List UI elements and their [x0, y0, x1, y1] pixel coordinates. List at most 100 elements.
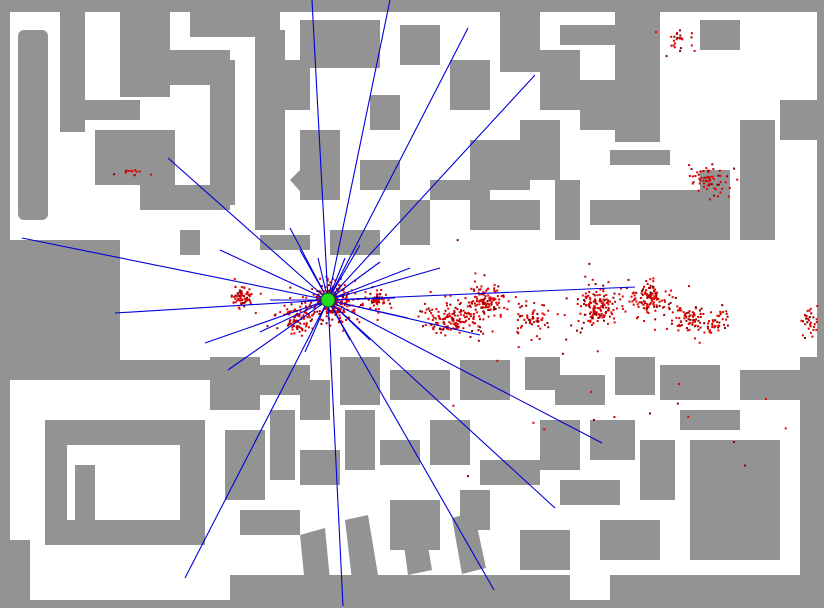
particle: [812, 316, 815, 319]
laser-ray: [204, 299, 329, 344]
particle: [640, 301, 643, 304]
particle: [702, 170, 705, 172]
particle: [300, 334, 303, 337]
particle: [456, 319, 458, 322]
particle: [598, 293, 601, 296]
particle: [471, 302, 474, 305]
particle: [591, 314, 594, 317]
particle: [485, 306, 488, 309]
particle: [497, 285, 500, 288]
particle: [634, 298, 636, 300]
particle: [561, 352, 564, 355]
particle: [688, 310, 691, 313]
particle: [240, 303, 243, 306]
particle: [339, 303, 342, 306]
particle: [627, 278, 630, 281]
particle: [474, 295, 476, 298]
particle: [492, 308, 495, 311]
particle: [699, 316, 702, 319]
particle: [687, 415, 690, 418]
particle: [809, 325, 812, 328]
particle: [485, 304, 488, 307]
particle: [424, 324, 427, 326]
particle: [310, 301, 313, 304]
particle: [698, 182, 701, 185]
particle: [300, 316, 303, 319]
particle: [131, 170, 134, 173]
particle: [479, 300, 481, 302]
particle: [298, 330, 301, 333]
particle: [244, 298, 247, 301]
particle: [516, 319, 519, 321]
particle: [714, 325, 716, 328]
particle: [684, 314, 687, 317]
particle: [725, 310, 728, 313]
particle: [243, 295, 245, 298]
particle: [706, 325, 709, 328]
particle: [374, 308, 377, 311]
particle: [338, 287, 341, 290]
particle: [725, 312, 728, 315]
particle: [341, 320, 344, 323]
particle: [439, 327, 441, 330]
particle: [702, 313, 705, 315]
particle: [345, 302, 347, 305]
particle: [607, 281, 610, 284]
particle: [476, 300, 478, 303]
particle: [468, 317, 470, 320]
particle: [618, 293, 621, 296]
particle: [691, 182, 694, 185]
particle: [506, 308, 509, 311]
particle: [649, 303, 652, 305]
particle: [658, 304, 661, 307]
particle: [635, 300, 638, 303]
particle: [464, 316, 467, 319]
particle: [483, 301, 486, 304]
particle: [377, 300, 380, 303]
particle: [493, 314, 496, 317]
particle: [296, 327, 299, 330]
particle: [448, 321, 451, 324]
particle: [697, 189, 700, 192]
particle: [467, 301, 470, 304]
particle: [376, 318, 379, 321]
particle: [445, 302, 448, 305]
particle: [714, 319, 717, 322]
particle: [468, 324, 471, 327]
particle: [459, 313, 462, 316]
particle: [367, 298, 370, 301]
particle: [305, 323, 308, 326]
particle: [686, 327, 688, 330]
particle: [556, 313, 559, 316]
particle: [594, 298, 597, 301]
particle: [602, 306, 605, 309]
particle: [289, 310, 292, 313]
particle: [653, 305, 656, 308]
particle: [698, 177, 701, 180]
particle: [457, 299, 460, 302]
particle: [343, 303, 346, 306]
particle: [606, 322, 609, 325]
particle: [661, 306, 664, 309]
particle: [587, 294, 590, 297]
particle: [377, 308, 380, 311]
particle: [296, 319, 299, 322]
particle: [592, 300, 595, 303]
particle: [347, 300, 350, 303]
particle: [329, 324, 332, 327]
particle: [804, 314, 807, 317]
particle: [304, 310, 307, 313]
particle: [465, 312, 468, 315]
particle: [452, 312, 455, 315]
particle: [652, 302, 655, 305]
particle: [230, 295, 233, 298]
particle: [732, 441, 735, 444]
particle: [699, 179, 702, 182]
particle: [469, 315, 472, 318]
particle: [646, 311, 649, 314]
particle: [294, 316, 296, 319]
particle: [248, 298, 251, 301]
particle: [519, 306, 522, 309]
robot-marker: [320, 292, 336, 308]
particle: [594, 294, 596, 297]
